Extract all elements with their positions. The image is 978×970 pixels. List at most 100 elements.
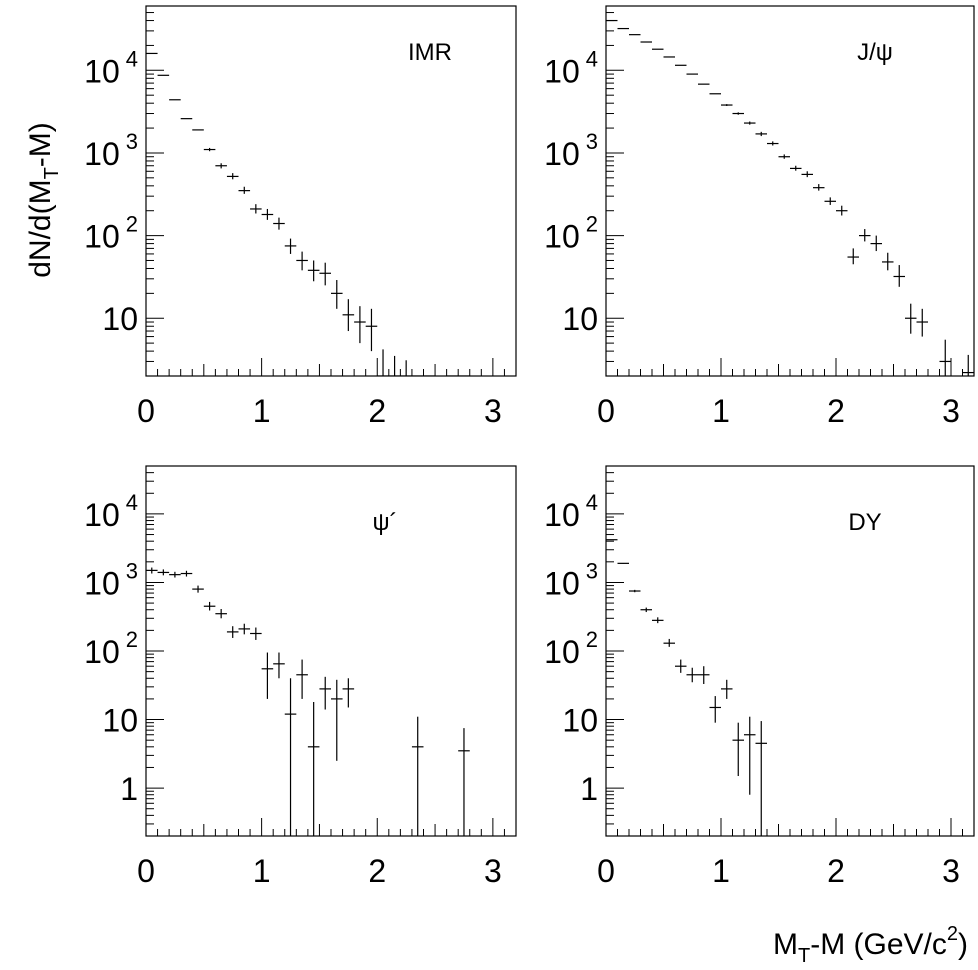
x-axis-label-tail: -M (GeV/c [810, 928, 947, 961]
y-tick-label: 10 3 [544, 558, 598, 601]
data-point [238, 623, 251, 635]
x-axis-label-main: M [773, 928, 798, 961]
data-point [755, 131, 767, 137]
data-point [146, 567, 158, 574]
x-tick-label: 2 [827, 853, 845, 889]
data-point [215, 163, 227, 169]
y-tick-label: 10 4 [544, 490, 598, 533]
y-tick-label: 105 [544, 0, 598, 7]
data-point [342, 678, 355, 708]
data-point [962, 354, 974, 376]
x-axis-label-close: ) [958, 928, 968, 961]
y-tick-label: 10 2 [544, 627, 598, 670]
y-tick-label: 10 [102, 301, 138, 337]
plot-frame [605, 465, 975, 837]
x-tick-label: 1 [712, 393, 730, 429]
data-point [778, 154, 790, 159]
data-point [261, 652, 274, 699]
data-point [801, 171, 813, 178]
panel-title: DY [848, 509, 881, 536]
panel-top-left: 0 1 2 3 105 104 103 102 10 IMR [84, 0, 517, 429]
data-point [273, 652, 285, 679]
data-point [273, 217, 285, 230]
data-point [388, 355, 401, 376]
data-point [319, 676, 331, 710]
data-points [146, 52, 470, 376]
data-point [226, 173, 239, 180]
data-point [744, 716, 756, 795]
x-tick-label: 0 [597, 393, 615, 429]
data-point [354, 306, 366, 344]
plot-frame [605, 5, 975, 377]
x-tick-label: 2 [368, 393, 386, 429]
data-point [400, 360, 412, 376]
data-point [319, 262, 331, 286]
data-point [640, 607, 652, 613]
y-tick-label: 10 3 [544, 129, 598, 172]
data-point [331, 679, 343, 761]
data-point [629, 589, 641, 593]
data-points [146, 567, 470, 836]
y-axis-label-tail: -M) [24, 122, 57, 167]
data-point [836, 205, 848, 216]
data-point [342, 299, 355, 332]
data-point [411, 716, 424, 836]
data-point [675, 659, 687, 673]
y-tick-label: 10 [562, 703, 598, 739]
y-tick-label: 10 [562, 301, 598, 337]
y-tick-label: 10 2 [84, 212, 138, 255]
data-point [698, 666, 710, 685]
panel-title: J/ψ [857, 39, 893, 66]
data-point [331, 280, 343, 309]
x-axis-label: MT-M (GeV/c2) [773, 923, 968, 967]
data-point [790, 165, 802, 171]
data-point [813, 184, 825, 191]
x-tick-label: 3 [484, 853, 502, 889]
data-points [606, 19, 974, 376]
y-axis-label-sub: T [41, 167, 63, 179]
data-point [744, 121, 756, 125]
x-tick-label: 1 [712, 853, 730, 889]
y-tick-label: 10 2 [84, 627, 138, 670]
data-point [377, 349, 389, 376]
x-tick-label: 3 [942, 853, 960, 889]
data-point [296, 659, 308, 699]
plot-frame [145, 5, 517, 377]
data-point [284, 678, 297, 836]
y-tick-label: 1 [120, 771, 138, 807]
x-axis-label-sub: T [798, 945, 810, 967]
plot-frame [145, 465, 517, 837]
y-tick-label: 10 [102, 703, 138, 739]
y-tick-label: 1 [580, 771, 598, 807]
x-tick-label: 0 [137, 853, 155, 889]
x-tick-label: 2 [368, 853, 386, 889]
data-point [284, 238, 297, 254]
data-point [261, 208, 274, 220]
x-tick-label: 1 [253, 853, 271, 889]
data-point [617, 562, 629, 564]
data-point [939, 339, 951, 376]
data-point [169, 571, 181, 578]
data-point [180, 570, 193, 577]
data-point [192, 585, 204, 593]
data-point [882, 252, 894, 271]
x-tick-label: 3 [484, 393, 502, 429]
data-point [755, 721, 767, 836]
data-point [215, 608, 227, 619]
data-point [709, 696, 721, 723]
x-tick-label: 1 [253, 393, 271, 429]
x-tick-label: 0 [137, 393, 155, 429]
data-point [296, 251, 308, 271]
y-tick-label: 10 3 [84, 558, 138, 601]
data-point [663, 638, 675, 647]
y-tick-label: 10 3 [84, 129, 138, 172]
data-point [859, 229, 871, 242]
y-axis-label-main: dN/d(M [24, 179, 57, 277]
y-tick-label: 10 2 [544, 212, 598, 255]
data-point [916, 308, 928, 337]
data-point [732, 112, 744, 115]
data-point [307, 260, 320, 282]
data-point [824, 197, 836, 205]
